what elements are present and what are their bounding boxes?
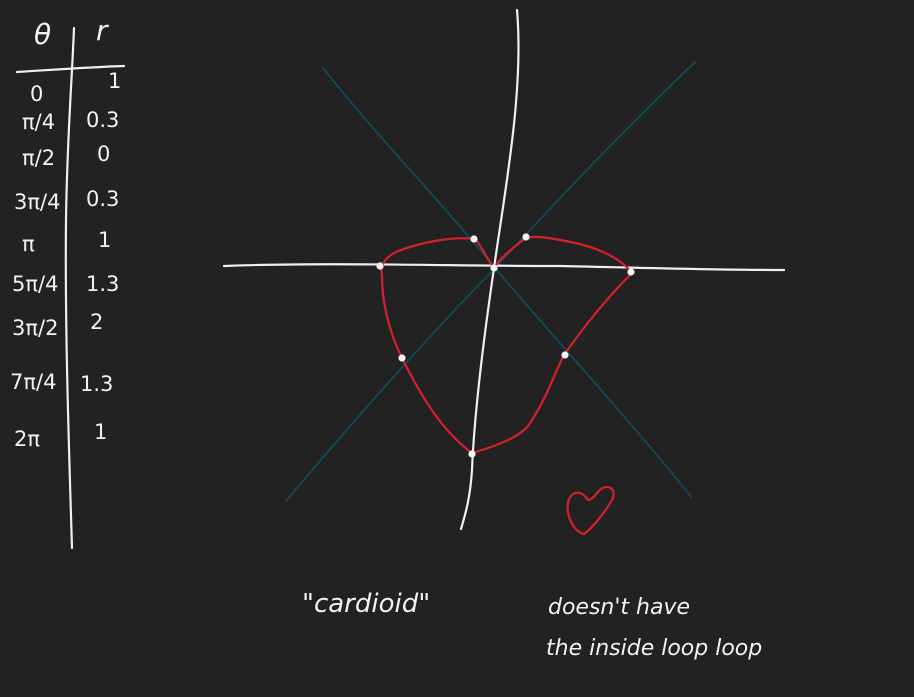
table-r-cell: 2	[90, 310, 103, 334]
table-rows: 0 1 π/4 0.3 π/2 0 3π/4 0.3 π 1 5π/4 1.3 …	[10, 69, 121, 451]
plotted-point	[468, 450, 476, 458]
horizontal-axis	[222, 263, 786, 272]
diagonal-guide-line-up	[285, 61, 696, 502]
plotted-point	[376, 262, 384, 270]
note-line-2: the inside loop loop	[546, 636, 762, 661]
table-theta-cell: π/4	[22, 110, 55, 134]
table-theta-cell: π	[22, 232, 35, 256]
table-r-cell: 1.3	[80, 372, 113, 396]
table-vertical-divider	[64, 26, 76, 550]
table-theta-cell: 5π/4	[12, 272, 58, 296]
table-theta-cell: 7π/4	[10, 370, 56, 394]
vertical-axis	[459, 8, 520, 531]
plotted-point	[522, 233, 530, 241]
table-theta-cell: 0	[30, 82, 43, 106]
polar-graph	[222, 8, 786, 531]
note-line-1: doesn't have	[548, 595, 690, 620]
table-header-theta: θ	[34, 18, 51, 51]
table-theta-cell: π/2	[22, 146, 55, 170]
table-horizontal-divider	[15, 64, 126, 74]
table-r-cell: 1	[108, 69, 121, 93]
cardioid-label: "cardioid"	[302, 589, 430, 619]
table-theta-cell: 3π/4	[14, 190, 60, 214]
plotted-point	[398, 354, 406, 362]
heart-doodle	[566, 485, 615, 536]
diagonal-guide-line-down	[322, 67, 693, 499]
table-theta-cell: 2π	[14, 427, 40, 451]
table-r-cell: 0	[97, 142, 110, 166]
table-theta-cell: 3π/2	[12, 316, 58, 340]
plotted-point	[561, 351, 569, 359]
table-header-r: r	[96, 14, 109, 47]
cardioid-curve	[380, 235, 634, 455]
table-r-cell: 1	[94, 420, 107, 444]
plotted-point	[470, 235, 478, 243]
table-r-cell: 0.3	[86, 187, 119, 211]
table-r-cell: 0.3	[86, 108, 119, 132]
plotted-point	[490, 264, 498, 272]
plotted-point	[627, 268, 635, 276]
table-r-cell: 1.3	[86, 272, 119, 296]
table-r-cell: 1	[98, 228, 111, 252]
polar-value-table: θ r 0 1 π/4 0.3 π/2 0 3π/4 0.3 π 1 5π/4 …	[10, 14, 126, 550]
